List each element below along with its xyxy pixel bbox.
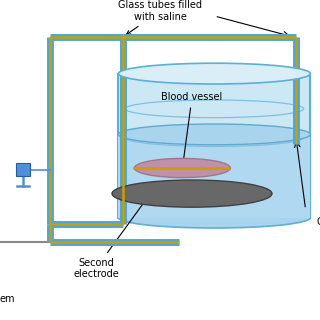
Bar — [118, 134, 310, 218]
Ellipse shape — [112, 180, 272, 207]
Ellipse shape — [134, 158, 230, 178]
Text: Co: Co — [317, 217, 320, 228]
Bar — [118, 74, 310, 218]
Bar — [16, 163, 30, 176]
Text: Blood vessel: Blood vessel — [161, 92, 223, 164]
Text: Second
electrode: Second electrode — [73, 197, 148, 279]
Ellipse shape — [118, 124, 310, 145]
Text: Glass tubes filled
with saline: Glass tubes filled with saline — [118, 0, 202, 35]
Ellipse shape — [118, 207, 310, 228]
Text: em: em — [0, 294, 15, 304]
Ellipse shape — [118, 63, 310, 84]
